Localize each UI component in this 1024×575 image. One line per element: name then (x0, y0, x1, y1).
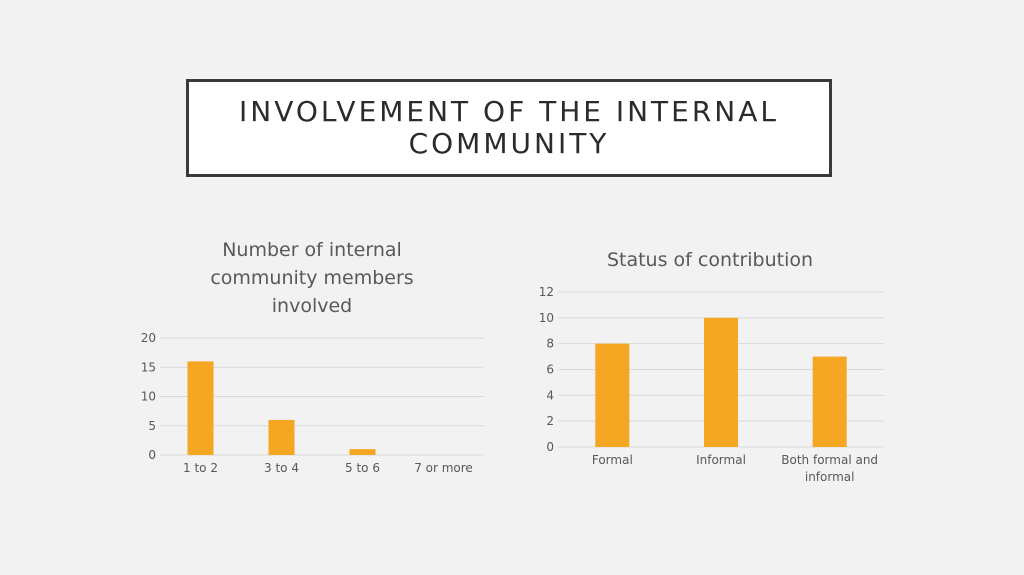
slide-title: INVOLVEMENT OF THE INTERNAL COMMUNITY (238, 95, 780, 160)
chart2-bar (704, 317, 738, 447)
chart1-category-label: 7 or more (414, 461, 473, 475)
chart2-ytick-label: 2 (546, 414, 554, 428)
chart2-ytick-label: 12 (539, 285, 554, 299)
chart2-ytick-label: 8 (546, 337, 554, 351)
chart1-category-label: 5 to 6 (345, 461, 380, 475)
chart1-bar (187, 361, 214, 455)
chart2-bar (812, 356, 847, 447)
chart1-category-label: 3 to 4 (264, 461, 299, 475)
chart2-category-label: Informal (696, 453, 746, 467)
chart-2-title: Status of contribution (606, 249, 814, 271)
chart2-ytick-label: 4 (546, 388, 554, 402)
chart1-bar (349, 449, 376, 455)
chart-1-title: Number of internal community members inv… (210, 239, 414, 317)
chart1-ytick-label: 10 (141, 390, 156, 404)
chart2-category-label: Both formal and (781, 453, 878, 467)
chart2-bar (595, 343, 630, 447)
chart2-category-label: Formal (592, 453, 633, 467)
chart1-ytick-label: 5 (148, 419, 156, 433)
chart2-ytick-label: 6 (546, 363, 554, 377)
chart1-ytick-label: 15 (141, 360, 156, 374)
chart2-ytick-label: 10 (539, 311, 554, 325)
chart1-bar (268, 419, 295, 455)
slide-title-box: INVOLVEMENT OF THE INTERNAL COMMUNITY (186, 79, 832, 177)
chart2-category-label: informal (805, 470, 855, 484)
chart1-ytick-label: 20 (141, 331, 156, 345)
chart1-ytick-label: 0 (148, 448, 156, 462)
chart1-category-label: 1 to 2 (183, 461, 218, 475)
chart2-ytick-label: 0 (546, 440, 554, 454)
